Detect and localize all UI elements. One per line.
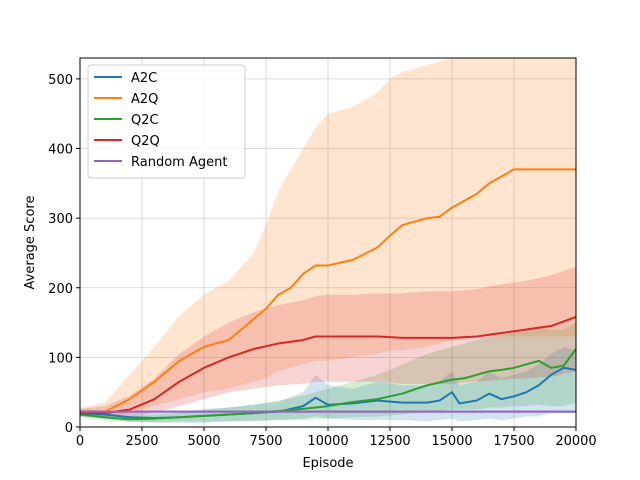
y-tick-label: 500: [48, 73, 73, 88]
x-tick-label: 15000: [431, 434, 472, 449]
series-line-q2q: [80, 316, 577, 415]
series-lines: [79, 168, 577, 421]
x-tick-label: 0: [76, 434, 84, 449]
x-tick-label: 20000: [555, 434, 596, 449]
band-a2q: [80, 58, 576, 417]
x-axis-label: Episode: [302, 456, 353, 471]
legend-label-q2c: Q2C: [131, 113, 159, 128]
x-tick-label: 10000: [307, 434, 348, 449]
legend-label-a2q: A2Q: [131, 92, 158, 107]
y-tick-label: 300: [48, 212, 73, 227]
x-tick-label: 17500: [493, 434, 534, 449]
legend-box: [87, 64, 246, 179]
band-a2c: [80, 346, 576, 423]
series-line-q2c: [79, 348, 577, 421]
legend: A2C A2Q Q2C Q2Q Random Agent: [87, 64, 246, 179]
y-tick-label: 400: [48, 143, 73, 158]
x-tick-label: 2500: [125, 434, 158, 449]
series-line-a2q: [79, 168, 576, 415]
x-tick-label: 5000: [187, 434, 220, 449]
x-tick-label: 12500: [369, 434, 410, 449]
band-q2c: [80, 322, 576, 423]
axis-ticks: 0 2500 5000 7500 10000 12500 15000 17500 20000 0 1…: [48, 73, 597, 449]
legend-label-a2c: A2C: [131, 71, 157, 86]
x-tick-label: 7500: [249, 434, 282, 449]
y-axis-label: Average Score: [23, 196, 38, 290]
y-tick-label: 200: [48, 282, 73, 297]
y-tick-label: 100: [48, 351, 73, 366]
y-tick-label: 0: [65, 421, 73, 436]
legend-label-random-agent: Random Agent: [131, 155, 227, 170]
legend-label-q2q: Q2Q: [131, 134, 160, 149]
